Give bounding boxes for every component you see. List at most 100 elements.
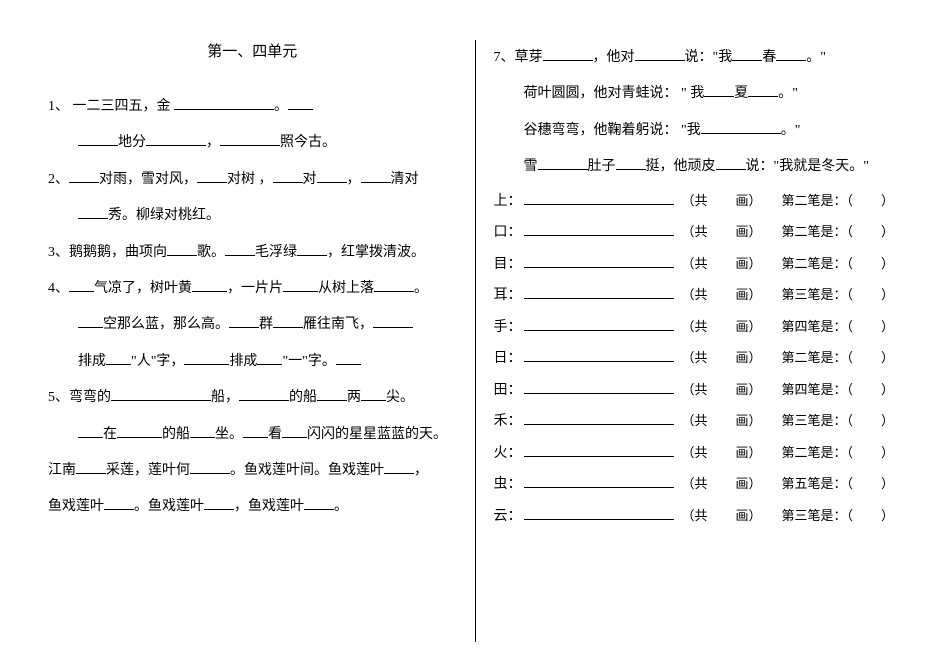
text: 采莲，莲叶何 bbox=[106, 463, 190, 478]
blank[interactable] bbox=[229, 312, 259, 329]
text: 雁往南飞， bbox=[303, 317, 373, 332]
text: 。鱼戏莲叶 bbox=[134, 499, 204, 514]
stroke-row: 火：（共画）第二笔是：（） bbox=[494, 438, 903, 470]
blank[interactable] bbox=[524, 345, 674, 362]
blank[interactable] bbox=[635, 44, 685, 61]
text: 春 bbox=[762, 50, 776, 65]
blank[interactable] bbox=[197, 166, 227, 183]
text: 1、 一二三四五，金 bbox=[48, 99, 174, 114]
blank[interactable] bbox=[204, 494, 234, 511]
blank[interactable] bbox=[174, 93, 274, 110]
blank[interactable] bbox=[732, 44, 762, 61]
q7-line1: 7、草芽，他对说："我春。" bbox=[494, 40, 903, 76]
blank[interactable] bbox=[190, 421, 215, 438]
text: 说："我 bbox=[685, 50, 733, 65]
blank[interactable] bbox=[524, 440, 674, 457]
blank[interactable] bbox=[69, 275, 94, 292]
blank[interactable] bbox=[336, 348, 361, 365]
blank[interactable] bbox=[374, 275, 414, 292]
stroke-count: （共画） bbox=[682, 469, 762, 498]
blank[interactable] bbox=[273, 312, 303, 329]
blank[interactable] bbox=[243, 421, 268, 438]
blank[interactable] bbox=[317, 166, 347, 183]
text: 。" bbox=[778, 86, 798, 101]
text: 对树 ， bbox=[227, 172, 273, 187]
worksheet-container: 第一、四单元 1、 一二三四五，金 。 地分，照今古。 2、对雨，雪对风，对树 … bbox=[30, 40, 920, 642]
stroke-row: 田：（共画）第四笔是：（） bbox=[494, 375, 903, 407]
blank[interactable] bbox=[297, 239, 327, 256]
blank[interactable] bbox=[538, 153, 588, 170]
blank[interactable] bbox=[524, 503, 674, 520]
blank[interactable] bbox=[283, 275, 318, 292]
blank[interactable] bbox=[524, 282, 674, 299]
text: 秀。柳绿对桃红。 bbox=[108, 208, 220, 223]
blank[interactable] bbox=[361, 166, 391, 183]
stroke-count: （共画） bbox=[682, 280, 762, 309]
stroke-which: 第二笔是：（） bbox=[782, 217, 895, 246]
blank[interactable] bbox=[257, 348, 282, 365]
blank[interactable] bbox=[78, 202, 108, 219]
blank[interactable] bbox=[225, 239, 255, 256]
blank[interactable] bbox=[748, 81, 778, 98]
stroke-count: （共画） bbox=[682, 343, 762, 372]
text: 谷穗弯弯，他鞠着躬说： "我 bbox=[524, 123, 701, 138]
blank[interactable] bbox=[76, 457, 106, 474]
blank[interactable] bbox=[524, 251, 674, 268]
blank[interactable] bbox=[317, 384, 347, 401]
blank[interactable] bbox=[288, 93, 313, 110]
text: 说："我就是冬天。" bbox=[746, 159, 869, 174]
blank[interactable] bbox=[524, 471, 674, 488]
blank[interactable] bbox=[184, 348, 229, 365]
stroke-count: （共画） bbox=[682, 186, 762, 215]
blank[interactable] bbox=[616, 153, 646, 170]
blank[interactable] bbox=[190, 457, 230, 474]
text: 歌。 bbox=[197, 245, 225, 260]
blank[interactable] bbox=[111, 384, 211, 401]
blank[interactable] bbox=[167, 239, 197, 256]
blank[interactable] bbox=[78, 130, 118, 147]
text: 。 bbox=[274, 99, 288, 114]
text: 雪 bbox=[524, 159, 538, 174]
stroke-which: 第五笔是：（） bbox=[782, 469, 895, 498]
blank[interactable] bbox=[304, 494, 334, 511]
blank[interactable] bbox=[373, 312, 413, 329]
blank[interactable] bbox=[701, 117, 781, 134]
stroke-row: 口：（共画）第二笔是：（） bbox=[494, 217, 903, 249]
text: 2、 bbox=[48, 172, 69, 187]
blank[interactable] bbox=[104, 494, 134, 511]
blank[interactable] bbox=[524, 314, 674, 331]
stroke-which: 第二笔是：（） bbox=[782, 343, 895, 372]
blank[interactable] bbox=[282, 421, 307, 438]
blank[interactable] bbox=[106, 348, 131, 365]
blank[interactable] bbox=[146, 130, 206, 147]
blank[interactable] bbox=[117, 421, 162, 438]
blank[interactable] bbox=[524, 408, 674, 425]
stroke-which: 第四笔是：（） bbox=[782, 312, 895, 341]
blank[interactable] bbox=[716, 153, 746, 170]
blank[interactable] bbox=[543, 44, 593, 61]
text: 。 bbox=[334, 499, 348, 514]
blank[interactable] bbox=[704, 81, 734, 98]
worksheet-title: 第一、四单元 bbox=[48, 40, 457, 61]
text: 船， bbox=[211, 390, 239, 405]
text: 的船 bbox=[289, 390, 317, 405]
blank[interactable] bbox=[524, 377, 674, 394]
blank[interactable] bbox=[192, 275, 227, 292]
blank[interactable] bbox=[239, 384, 289, 401]
blank[interactable] bbox=[776, 44, 806, 61]
q4-line3: 排成"人"字，排成"一"字。 bbox=[48, 344, 457, 380]
blank[interactable] bbox=[524, 219, 674, 236]
blank[interactable] bbox=[361, 384, 386, 401]
stroke-char: 禾： bbox=[494, 406, 524, 438]
stroke-row: 虫：（共画）第五笔是：（） bbox=[494, 469, 903, 501]
blank[interactable] bbox=[78, 421, 103, 438]
blank[interactable] bbox=[273, 166, 303, 183]
stroke-row: 上：（共画）第二笔是：（） bbox=[494, 186, 903, 218]
text: ，他对 bbox=[593, 50, 635, 65]
blank[interactable] bbox=[69, 166, 99, 183]
blank[interactable] bbox=[78, 312, 103, 329]
blank[interactable] bbox=[384, 457, 414, 474]
text: 3、鹅鹅鹅，曲项向 bbox=[48, 245, 167, 260]
blank[interactable] bbox=[220, 130, 280, 147]
blank[interactable] bbox=[524, 188, 674, 205]
